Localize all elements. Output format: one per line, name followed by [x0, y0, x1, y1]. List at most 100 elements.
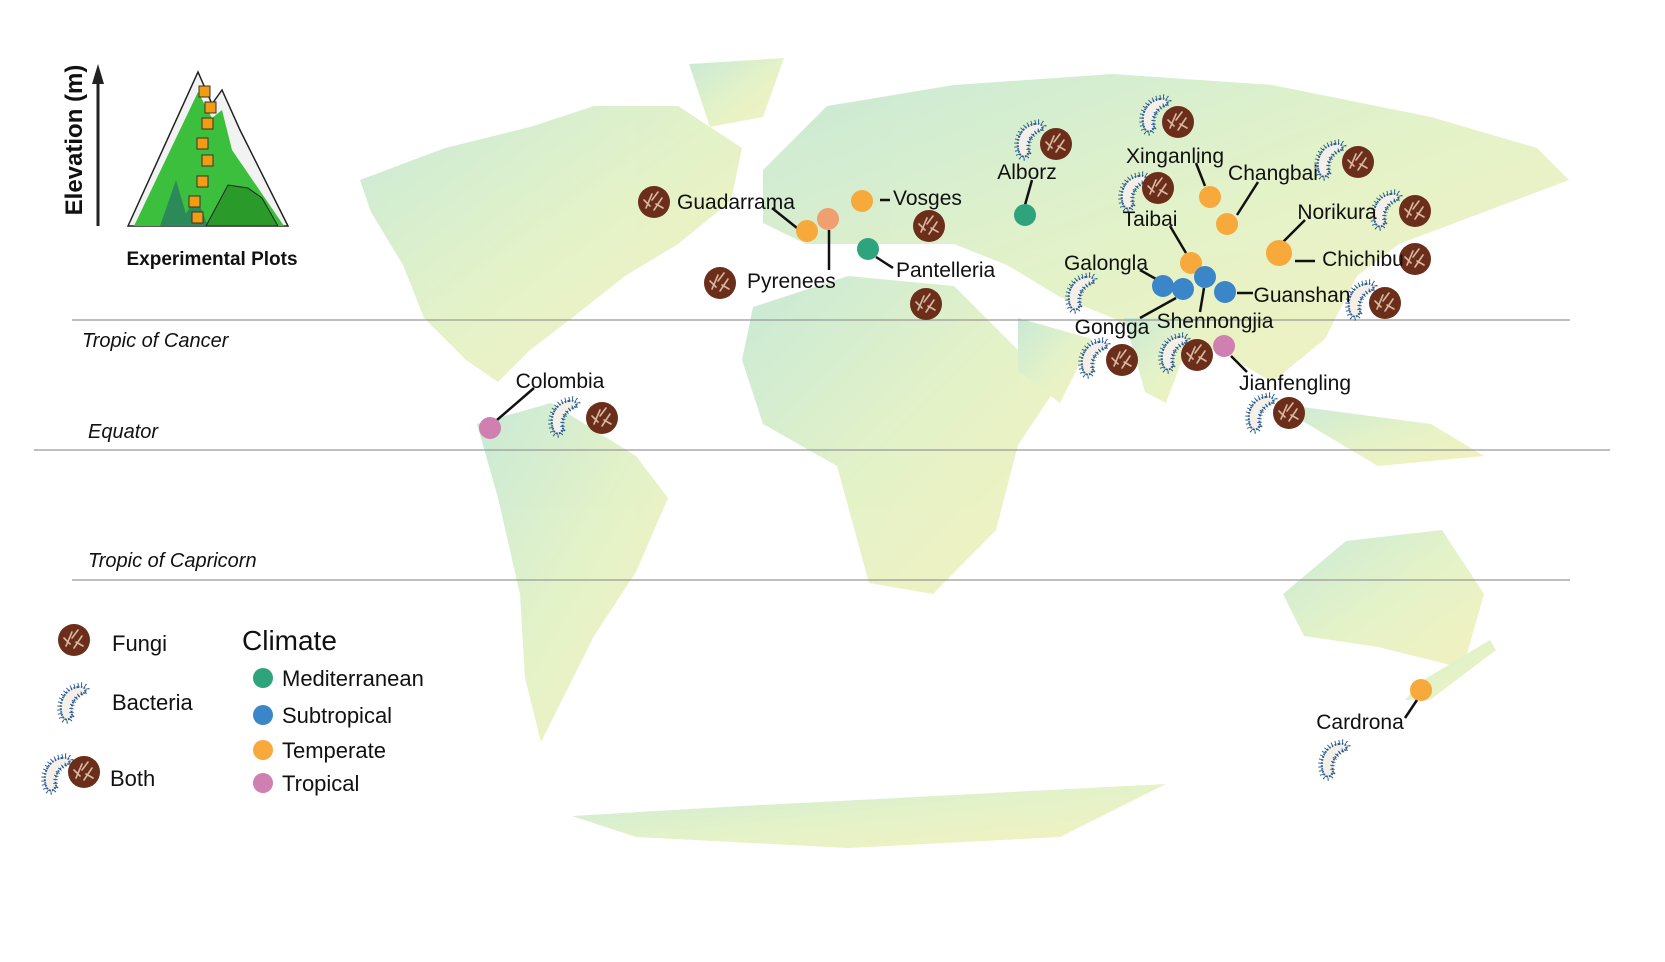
experimental-plot-markers: [188, 85, 217, 224]
leader-line: [771, 207, 798, 229]
site-jianfengling: Jianfengling: [1213, 335, 1351, 434]
site-galongla: Galongla: [1064, 252, 1174, 314]
site-chichibu: Chichibu: [1295, 242, 1432, 276]
fungi-icon: [637, 185, 671, 219]
site-label: Vosges: [893, 187, 962, 210]
site-label: Cardrona: [1316, 711, 1404, 734]
climate-temperate-swatch: [253, 740, 273, 760]
site-dot-temperate: [1266, 240, 1292, 266]
site-shennongjia: Shennongjia: [1157, 266, 1274, 374]
legend-fungi-label: Fungi: [112, 631, 167, 656]
leader-line: [1282, 219, 1306, 243]
climate-temperate-label: Temperate: [282, 738, 386, 763]
leader-line: [1139, 296, 1177, 320]
leader-line: [1235, 181, 1260, 216]
legend-both-label: Both: [110, 766, 155, 791]
organism-legend: Fungi Bacteria Both: [41, 623, 193, 795]
site-changbai: Changbai: [1216, 139, 1375, 235]
site-dot-temperate: [1180, 252, 1202, 274]
site-dot-subtropical: [1152, 275, 1174, 297]
tropic-of-cancer-label: Tropic of Cancer: [82, 330, 230, 352]
site-label: Taibai: [1123, 208, 1178, 231]
site-markers: Guadarrama Pyrenees Vosges Pantelleria Albor…: [479, 94, 1432, 781]
climate-mediterranean-label: Mediterranean: [282, 666, 424, 691]
site-dot-temperate: [817, 208, 839, 230]
leader-line: [1230, 355, 1248, 373]
site-dot-temperate: [1410, 679, 1432, 701]
climate-mediterranean-swatch: [253, 668, 273, 688]
bacteria-icon: [57, 682, 90, 724]
site-label: Norikura: [1297, 201, 1377, 224]
site-label: Galongla: [1064, 252, 1148, 275]
site-label: Pantelleria: [896, 259, 996, 282]
site-label: Jianfengling: [1239, 372, 1351, 395]
site-pyrenees: Pyrenees: [703, 208, 839, 300]
leader-line: [1403, 699, 1419, 719]
site-label: Gongga: [1075, 316, 1150, 339]
climate-tropical-swatch: [253, 773, 273, 793]
south-america: [477, 403, 668, 742]
site-colombia: Colombia: [479, 370, 619, 439]
site-gongga: Gongga: [1075, 278, 1194, 379]
leader-line: [1198, 287, 1206, 313]
fungi-icon: [1039, 127, 1073, 161]
africa: [742, 276, 1060, 594]
legend-bacteria-label: Bacteria: [112, 690, 193, 715]
climate-legend: Climate Mediterranean Subtropical Temperat…: [242, 625, 424, 796]
site-label: Colombia: [516, 370, 605, 393]
site-label: Xinganling: [1126, 145, 1224, 168]
fungi-icon: [1272, 396, 1306, 430]
antarctica: [572, 784, 1166, 848]
climate-subtropical-label: Subtropical: [282, 703, 392, 728]
experimental-plots-caption: Experimental Plots: [126, 249, 297, 270]
elevation-axis-label: Elevation (m): [61, 65, 88, 216]
site-cardrona: Cardrona: [1316, 679, 1432, 781]
leader-line: [496, 387, 535, 421]
greenland: [689, 58, 784, 127]
site-label: Shennongjia: [1157, 310, 1274, 333]
site-label: Changbai: [1228, 162, 1318, 185]
site-dot-subtropical: [1214, 281, 1236, 303]
site-vosges: Vosges: [851, 187, 962, 243]
fungi-icon: [1105, 343, 1139, 377]
elevation-arrow-head-icon: [92, 64, 104, 84]
site-label: Pyrenees: [747, 270, 836, 293]
climate-subtropical-swatch: [253, 705, 273, 725]
site-label: Chichibu: [1322, 248, 1404, 271]
site-taibai: Taibai: [1118, 171, 1202, 274]
site-dot-temperate: [851, 190, 873, 212]
fungi-icon: [57, 623, 91, 657]
fungi-icon: [909, 287, 943, 321]
fungi-icon: [703, 266, 737, 300]
site-dot-temperate: [796, 220, 818, 242]
latitude-lines: [34, 319, 1610, 581]
site-dot-subtropical: [1172, 278, 1194, 300]
bacteria-icon: [1245, 392, 1278, 434]
site-guadarrama: Guadarrama: [637, 185, 818, 242]
leader-line: [875, 255, 894, 270]
fungi-icon: [1398, 194, 1432, 228]
site-dot-temperate: [1199, 186, 1221, 208]
site-dot-tropical: [1213, 335, 1235, 357]
site-xinganling: Xinganling: [1126, 94, 1224, 208]
tropic-of-capricorn-label: Tropic of Capricorn: [88, 550, 257, 572]
site-dot-mediterranean: [1014, 204, 1036, 226]
bacteria-icon: [41, 753, 74, 795]
fungi-icon: [912, 209, 946, 243]
equator-label: Equator: [88, 421, 159, 443]
north-america: [360, 106, 742, 382]
fungi-icon: [67, 755, 101, 789]
fungi-icon: [1161, 105, 1195, 139]
fungi-icon: [1180, 338, 1214, 372]
leader-line: [1194, 162, 1207, 187]
climate-tropical-label: Tropical: [282, 771, 359, 796]
site-label: Guadarrama: [677, 191, 795, 214]
site-guanshan: Guanshan: [1214, 279, 1402, 321]
bacteria-icon: [1318, 739, 1351, 781]
site-norikura: Norikura: [1266, 189, 1432, 266]
fungi-icon: [585, 401, 619, 435]
leader-line: [1023, 179, 1034, 206]
australia: [1283, 530, 1484, 668]
site-dot-mediterranean: [857, 238, 879, 260]
